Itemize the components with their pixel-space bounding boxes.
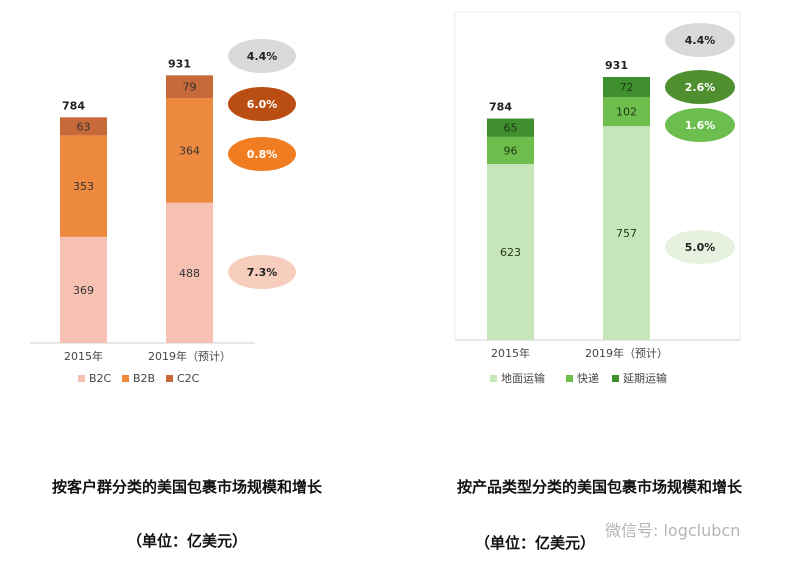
- category-tick-label: 2019年（预计）: [148, 349, 231, 363]
- data-label: 757: [616, 227, 637, 240]
- bar-segment: [166, 202, 213, 343]
- data-label: 96: [504, 144, 518, 157]
- category-tick-label: 2019年（预计）: [585, 346, 668, 360]
- bar-segment: [60, 236, 107, 343]
- data-label: 623: [500, 246, 521, 259]
- total-label: 931: [605, 59, 628, 72]
- growth-rate-label: 5.0%: [685, 241, 716, 254]
- category-tick-label: 2015年: [64, 349, 103, 363]
- growth-rate-label: 2.6%: [685, 81, 716, 94]
- data-label: 364: [179, 144, 200, 157]
- growth-bubble: [665, 108, 735, 142]
- legend-label: B2B: [133, 372, 155, 385]
- legend-label: 快递: [577, 371, 599, 385]
- data-label: 65: [504, 122, 518, 135]
- growth-rate-label: 7.3%: [247, 266, 278, 279]
- data-label: 63: [77, 120, 91, 133]
- bar-segment: [487, 164, 534, 340]
- total-label: 784: [489, 101, 512, 114]
- chart-product-type: 623 96 65 784 2015年 757 102 72 931 2019年（预计） 4.4%…: [454, 11, 741, 385]
- legend-swatch: [166, 375, 173, 382]
- growth-rate-label: 6.0%: [247, 98, 278, 111]
- bar-segment: [603, 126, 650, 341]
- growth-rate-label: 0.8%: [247, 148, 278, 161]
- bar-segment: [166, 75, 213, 99]
- legend-label: B2C: [89, 372, 112, 385]
- bar-segment: [603, 97, 650, 127]
- legend-label: C2C: [177, 372, 200, 385]
- legend-swatch: [566, 375, 573, 382]
- growth-bubble: [665, 70, 735, 104]
- growth-bubble: [228, 87, 296, 121]
- data-label: 369: [73, 284, 94, 297]
- growth-bubble: [228, 137, 296, 171]
- growth-rate-label: 4.4%: [685, 34, 716, 47]
- watermark: 微信号: logclubcn: [605, 521, 741, 540]
- bar-segment: [60, 135, 107, 237]
- bar-segment: [603, 76, 650, 98]
- legend-swatch: [78, 375, 85, 382]
- left-chart-title: 按客户群分类的美国包裹市场规模和增长: [51, 478, 322, 496]
- growth-bubble: [228, 255, 296, 289]
- total-label: 931: [168, 57, 191, 70]
- data-label: 102: [616, 106, 637, 119]
- left-chart-subtitle: （单位：亿美元）: [126, 532, 247, 550]
- legend-swatch: [122, 375, 129, 382]
- growth-bubble: [665, 23, 735, 57]
- growth-rate-label: 4.4%: [247, 50, 278, 63]
- bar-segment: [487, 118, 534, 137]
- data-label: 72: [620, 81, 634, 94]
- data-label: 488: [179, 267, 200, 280]
- data-label: 79: [183, 81, 197, 94]
- total-label: 784: [62, 99, 85, 112]
- category-tick-label: 2015年: [491, 346, 530, 360]
- legend-swatch: [612, 375, 619, 382]
- bar-segment: [166, 98, 213, 203]
- data-label: 353: [73, 180, 94, 193]
- growth-rate-label: 1.6%: [685, 119, 716, 132]
- growth-bubble: [665, 230, 735, 264]
- bar-segment: [60, 117, 107, 136]
- legend-swatch: [490, 375, 497, 382]
- growth-bubble: [228, 39, 296, 73]
- bar-segment: [487, 136, 534, 165]
- legend-label: 延期运输: [623, 371, 667, 385]
- right-chart-title: 按产品类型分类的美国包裹市场规模和增长: [456, 478, 742, 496]
- right-chart-subtitle: （单位：亿美元）: [474, 534, 595, 552]
- chart-customer-segment: 369 353 63 784 2015年 488 364 79 931 2019年（预计） 4.4…: [30, 39, 296, 385]
- legend-label: 地面运输: [501, 371, 545, 385]
